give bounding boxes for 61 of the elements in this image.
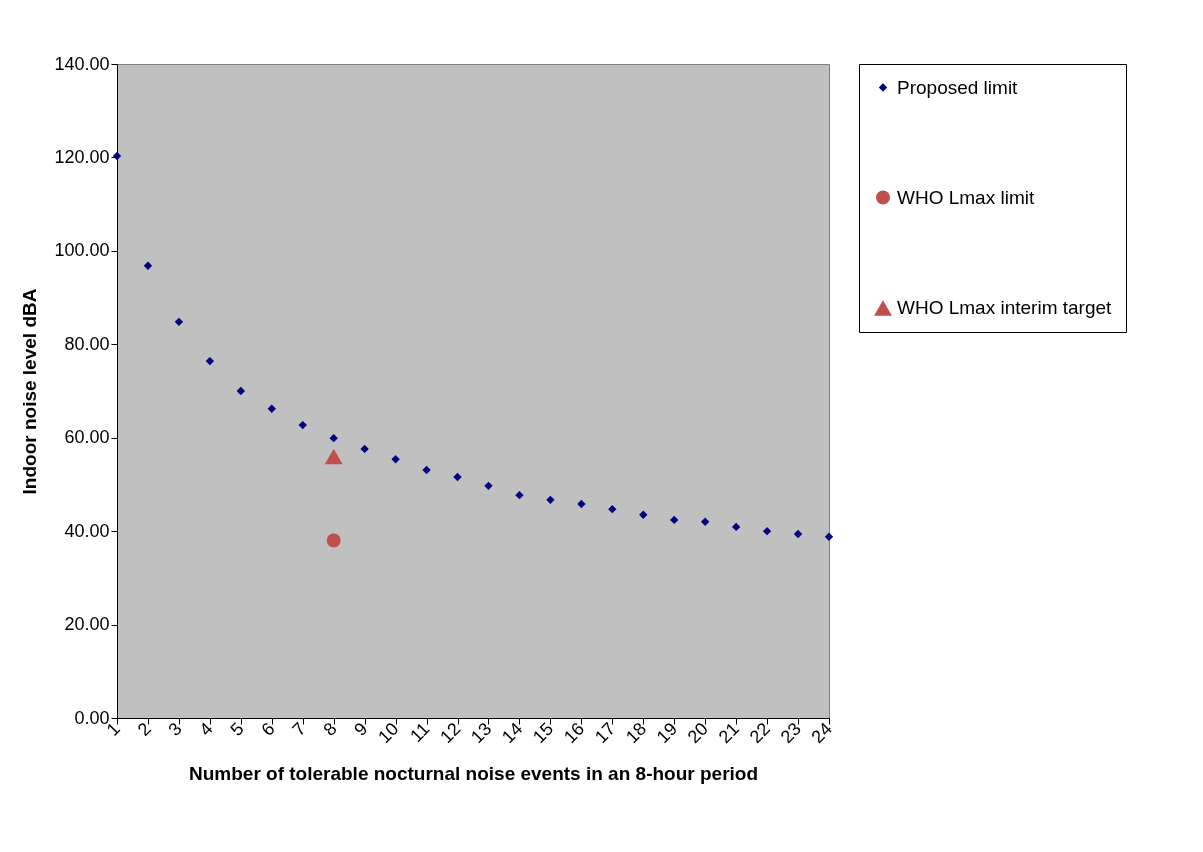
point — [824, 532, 834, 541]
x-tick-label: 9 — [350, 718, 372, 740]
point — [546, 495, 555, 505]
point — [422, 465, 431, 475]
x-tick-label: 22 — [745, 718, 774, 748]
x-tick-label: 17 — [590, 718, 620, 748]
x-tick-label: 18 — [621, 718, 651, 748]
x-tick-label: 7 — [288, 718, 310, 740]
x-tick-label: 14 — [497, 718, 527, 748]
point — [515, 490, 524, 500]
point — [453, 472, 462, 482]
y-tick-label: 40.00 — [64, 520, 110, 541]
x-tick-label: 6 — [257, 718, 279, 740]
x-tick-label: 11 — [406, 718, 434, 747]
y-tick-label: 60.00 — [64, 427, 110, 448]
y-axis-title: Indoor noise level dBA — [19, 288, 41, 495]
point — [670, 515, 679, 525]
x-tick-label: 15 — [528, 718, 558, 748]
x-tick-label: 16 — [559, 718, 589, 748]
legend-label: WHO Lmax limit — [897, 186, 1035, 208]
point — [298, 420, 307, 430]
x-tick-label: 12 — [436, 718, 465, 748]
point — [112, 151, 122, 161]
x-tick-label: 20 — [683, 718, 713, 748]
point — [762, 526, 772, 536]
point — [639, 510, 648, 519]
y-tick-label: 140.00 — [54, 53, 110, 74]
point — [236, 386, 246, 396]
x-tick-label: 10 — [374, 718, 403, 748]
point — [360, 444, 369, 454]
x-axis-title: Number of tolerable nocturnal noise events in an 8-hour period — [188, 763, 759, 785]
x-tick-label: 8 — [319, 718, 341, 740]
point — [174, 317, 184, 327]
point — [731, 522, 741, 532]
x-tick-label: 13 — [467, 718, 496, 748]
point — [608, 505, 617, 514]
point — [577, 499, 586, 509]
x-tick-label: 3 — [164, 718, 186, 740]
x-tick-label: 4 — [195, 718, 217, 740]
point — [391, 455, 400, 464]
point — [484, 481, 493, 491]
y-tick-label: 20.00 — [64, 614, 110, 635]
point — [326, 533, 341, 548]
x-tick-label: 2 — [133, 718, 155, 740]
legend-label: Proposed limit — [897, 76, 1019, 98]
point — [267, 404, 276, 413]
x-tick-label: 24 — [807, 718, 836, 748]
x-tick-label: 21 — [714, 718, 743, 748]
point — [143, 261, 153, 270]
point — [700, 517, 710, 526]
point — [793, 529, 803, 539]
y-tick-label: 120.00 — [54, 146, 110, 167]
point — [324, 448, 343, 465]
y-tick-label: 80.00 — [64, 333, 110, 354]
x-tick-label: 23 — [776, 718, 805, 748]
point — [205, 356, 215, 366]
x-tick-label: 19 — [652, 718, 682, 748]
point — [329, 434, 338, 443]
legend-label: WHO Lmax interim target — [897, 297, 1113, 318]
x-tick-label: 5 — [226, 718, 248, 740]
y-tick-label: 100.00 — [54, 240, 110, 261]
